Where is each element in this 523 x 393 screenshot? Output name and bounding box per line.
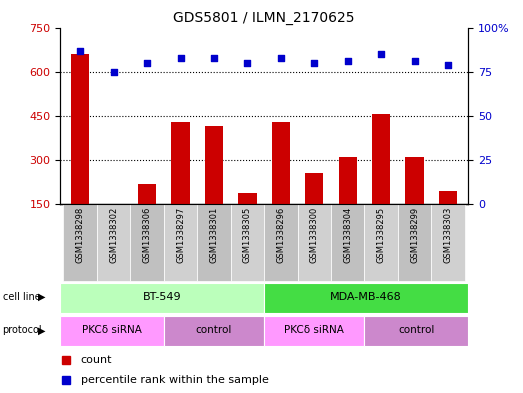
Bar [365,204,398,281]
Text: GSM1338298: GSM1338298 [76,207,85,263]
Text: ▶: ▶ [38,292,46,302]
Bar [172,122,190,204]
Text: protocol: protocol [3,325,42,336]
Bar [60,283,264,313]
Bar [264,283,468,313]
Text: GSM1338306: GSM1338306 [143,207,152,263]
Point [377,51,385,57]
Bar [338,157,357,204]
Point [76,47,84,53]
Text: PKCδ siRNA: PKCδ siRNA [285,325,344,336]
Bar [97,204,130,281]
Point [444,61,452,68]
Point [243,60,252,66]
Text: BT-549: BT-549 [143,292,181,302]
Bar [271,122,290,204]
Point [109,68,118,75]
Bar [231,204,264,281]
Text: percentile rank within the sample: percentile rank within the sample [81,375,268,386]
Bar [405,157,424,204]
Bar [305,173,323,204]
Bar [60,316,164,346]
Bar [63,204,97,281]
Text: control: control [196,325,232,336]
Point [310,60,319,66]
Text: GSM1338302: GSM1338302 [109,207,118,263]
Text: GSM1338297: GSM1338297 [176,207,185,263]
Bar [372,114,390,204]
Text: GSM1338305: GSM1338305 [243,207,252,263]
Bar [205,126,223,204]
Text: GSM1338300: GSM1338300 [310,207,319,263]
Point [411,58,419,64]
Text: GSM1338301: GSM1338301 [209,207,219,263]
Bar [439,191,457,204]
Point [176,54,185,61]
Text: GSM1338303: GSM1338303 [444,207,452,263]
Text: control: control [398,325,435,336]
Text: GSM1338304: GSM1338304 [343,207,352,263]
Bar [264,204,298,281]
Bar [138,184,156,204]
Bar [264,316,365,346]
Text: cell line: cell line [3,292,40,302]
Bar [298,204,331,281]
Text: ▶: ▶ [38,325,46,336]
Bar [431,204,465,281]
Text: GSM1338299: GSM1338299 [410,207,419,263]
Text: MDA-MB-468: MDA-MB-468 [330,292,402,302]
Bar [197,204,231,281]
Bar [398,204,431,281]
Bar [130,204,164,281]
Point [277,54,285,61]
Point [210,54,218,61]
Bar [71,54,89,204]
Bar [331,204,365,281]
Text: GSM1338296: GSM1338296 [276,207,286,263]
Point [344,58,352,64]
Text: count: count [81,355,112,365]
Bar [365,316,468,346]
Text: GSM1338295: GSM1338295 [377,207,385,263]
Text: PKCδ siRNA: PKCδ siRNA [82,325,142,336]
Bar [164,316,264,346]
Bar [238,193,257,204]
Point [143,60,151,66]
Bar [164,204,197,281]
Title: GDS5801 / ILMN_2170625: GDS5801 / ILMN_2170625 [173,11,355,25]
